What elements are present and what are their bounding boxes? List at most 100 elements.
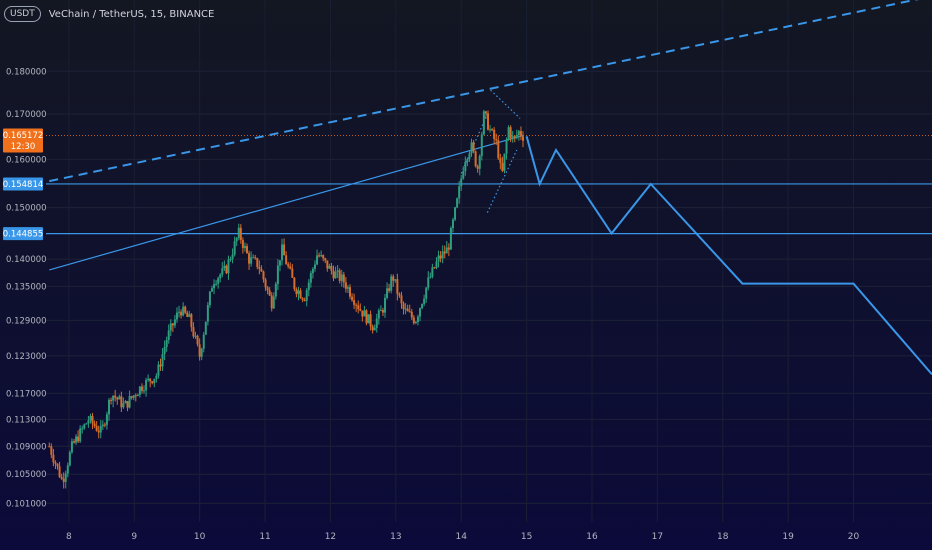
candle-body — [120, 396, 123, 408]
symbol-title[interactable]: VeChain / TetherUS, 15, BINANCE — [48, 8, 215, 20]
candle-body — [169, 323, 172, 331]
candle-body — [91, 415, 94, 424]
candle-body — [439, 255, 442, 259]
candle-body — [466, 159, 469, 162]
y-tick-label: 0.109000 — [6, 442, 47, 452]
candle-body — [83, 424, 86, 429]
candle-body — [217, 278, 220, 284]
candle-body — [99, 426, 102, 433]
candle-body — [509, 127, 512, 138]
candle-body — [70, 441, 73, 453]
dotted-channel-line — [490, 89, 521, 119]
candle-body — [77, 436, 80, 442]
candle-body — [441, 251, 444, 259]
candle-body — [342, 274, 345, 283]
price-axis[interactable]: 0.180000 0.170000 0.160000 0.150000 0.140000… — [6, 67, 47, 509]
x-tick-label: 13 — [390, 532, 401, 542]
price-tag-label: 0.165172 — [3, 131, 44, 141]
candle-body — [505, 139, 508, 154]
candle-body — [118, 396, 121, 400]
candle-body — [361, 310, 364, 317]
candle-body — [338, 270, 341, 281]
currency-badge[interactable]: USDT — [4, 6, 41, 22]
candle-body — [369, 314, 372, 327]
candle-body — [270, 295, 273, 309]
candle-body — [499, 158, 502, 163]
candle-body — [437, 255, 440, 262]
candle-body — [198, 344, 201, 357]
candle-body — [355, 304, 358, 306]
x-tick-label: 14 — [455, 532, 467, 542]
candle-body — [371, 326, 374, 331]
candle-body — [429, 276, 432, 278]
candle-body — [326, 260, 329, 269]
candle-body — [192, 327, 195, 337]
candle-body — [206, 305, 209, 322]
candle-body — [256, 258, 259, 267]
candle-body — [480, 134, 483, 156]
candle-body — [97, 430, 100, 433]
candle-body — [126, 401, 129, 408]
candle-body — [239, 227, 242, 240]
candle-body — [213, 284, 216, 289]
candle-body — [66, 465, 69, 474]
candle-body — [330, 265, 333, 271]
candle-body — [316, 255, 319, 265]
x-tick-label: 15 — [521, 532, 532, 542]
candle-body — [79, 428, 82, 442]
candle-body — [285, 255, 288, 265]
candle-body — [392, 276, 395, 281]
candle-body — [309, 273, 312, 283]
candle-body — [522, 136, 525, 141]
time-axis[interactable]: 8 9 10 11 12 13 14 15 16 17 18 19 20 — [66, 532, 860, 542]
candle-body — [93, 423, 96, 427]
price-tag-label: 0.154814 — [3, 180, 44, 190]
candle-body — [182, 306, 185, 316]
candle-body — [163, 347, 166, 355]
candle-body — [458, 186, 461, 199]
candle-body — [388, 288, 391, 291]
candle-body — [134, 395, 137, 397]
y-tick-label: 0.113000 — [6, 415, 47, 425]
chart-header: USDT VeChain / TetherUS, 15, BINANCE — [4, 6, 214, 22]
y-tick-label: 0.140000 — [6, 255, 47, 265]
candle-body — [175, 312, 178, 320]
candle-body — [293, 277, 296, 290]
x-tick-label: 9 — [131, 532, 137, 542]
candle-body — [303, 299, 306, 301]
candle-body — [54, 462, 57, 464]
candle-body — [394, 279, 397, 281]
candle-body — [386, 288, 389, 298]
candle-body — [346, 287, 349, 289]
candle-body — [297, 290, 300, 294]
candle-body — [468, 153, 471, 160]
candle-body — [229, 259, 232, 261]
candle-body — [130, 396, 133, 398]
candle-body — [56, 463, 59, 467]
candle-body — [64, 473, 67, 482]
x-tick-label: 12 — [325, 532, 336, 542]
x-tick-label: 18 — [717, 532, 729, 542]
candle-body — [268, 290, 271, 296]
candle-body — [320, 255, 323, 257]
x-tick-label: 17 — [652, 532, 663, 542]
candle-body — [299, 290, 302, 299]
grid — [46, 0, 932, 522]
candle-body — [114, 395, 117, 398]
candle-body — [476, 166, 479, 169]
candle-body — [353, 300, 356, 305]
price-tag — [3, 227, 43, 241]
candle-body — [254, 257, 257, 259]
candle-body — [456, 198, 459, 208]
candle-body — [412, 317, 415, 324]
candle-body — [359, 309, 362, 311]
candle-body — [246, 246, 249, 254]
candle-body — [390, 276, 393, 291]
candle-body — [151, 381, 154, 384]
candle-body — [287, 264, 290, 267]
candle-body — [447, 247, 450, 250]
candle-body — [464, 161, 467, 172]
candle-body — [344, 282, 347, 289]
candle-body — [231, 254, 234, 260]
